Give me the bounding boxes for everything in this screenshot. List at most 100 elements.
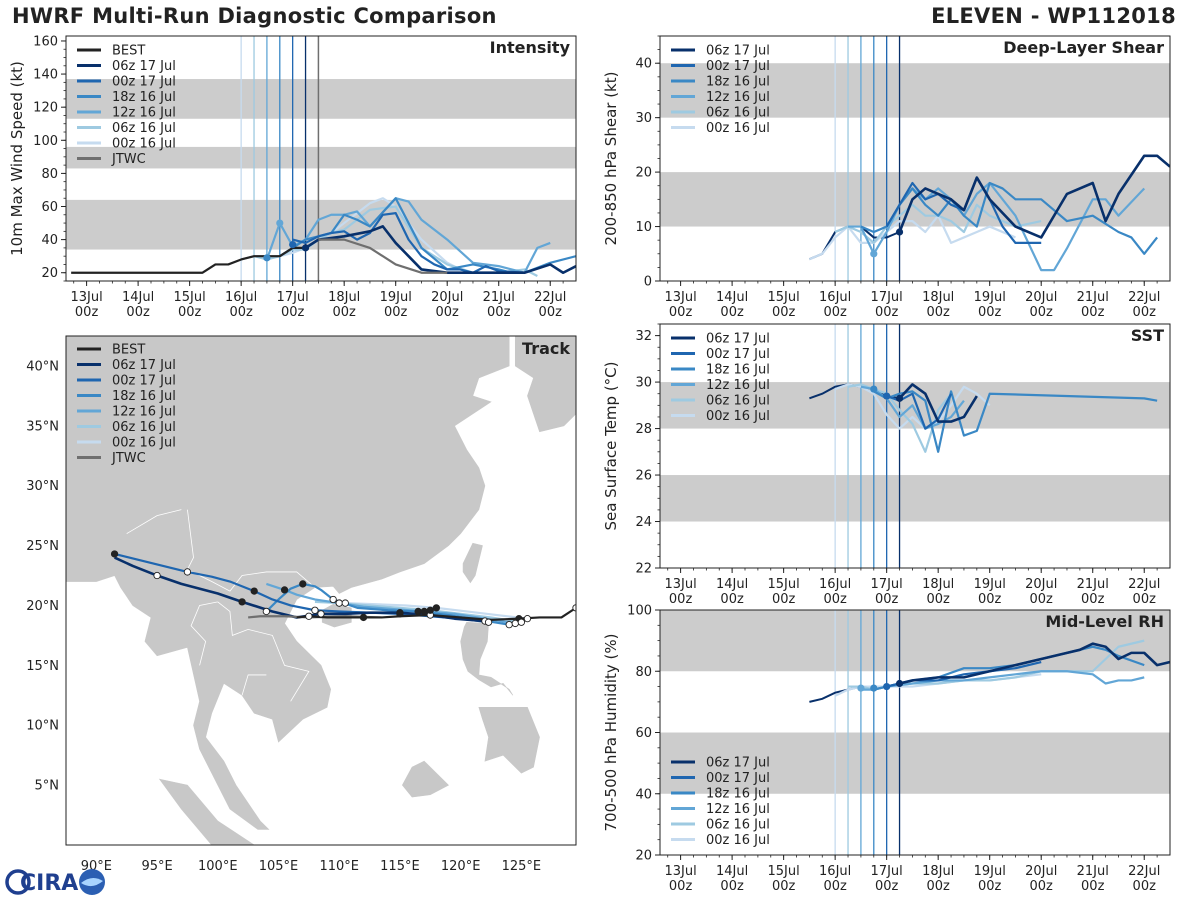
sst-init-marker — [895, 394, 904, 402]
rh-xtick-hour: 00z — [669, 879, 693, 894]
shear-xtick-hour: 00z — [978, 305, 1002, 320]
intensity-ytick-label: 120 — [33, 101, 58, 116]
shear-band — [660, 63, 1170, 118]
track-line — [266, 582, 516, 625]
intensity-legend-label: 12z 16 Jul — [112, 106, 176, 121]
shear-ytick-label: 40 — [635, 57, 652, 72]
intensity-band — [66, 199, 576, 250]
intensity-init-marker — [301, 244, 310, 252]
track-land — [462, 542, 483, 584]
rh-legend-label: 12z 16 Jul — [706, 802, 770, 817]
rh-band — [660, 732, 1170, 794]
shear-xtick-hour: 00z — [1081, 305, 1105, 320]
track-border — [217, 601, 310, 702]
track-day-marker — [317, 610, 325, 618]
track-day-marker — [183, 568, 192, 576]
track-lon-label: 115°E — [380, 859, 420, 874]
sst-xtick-hour: 00z — [978, 592, 1002, 607]
track-frame — [65, 335, 577, 846]
shear-xtick-day: 21Jul — [1077, 290, 1109, 305]
sst-legend-label: 18z 16 Jul — [706, 363, 770, 378]
track-legend-label: BEST — [112, 343, 145, 358]
intensity-ytick-label: 160 — [33, 34, 58, 49]
sst-title: SST — [1131, 326, 1164, 345]
track-land — [514, 336, 576, 433]
rh-legend-label: 06z 16 Jul — [706, 818, 770, 833]
sst-xtick-hour: 00z — [875, 592, 899, 607]
track-legend-label: 12z 16 Jul — [112, 405, 176, 420]
rh-xtick-day: 18Jul — [922, 864, 954, 879]
shear-xtick-day: 17Jul — [871, 290, 903, 305]
sst-xtick-hour: 00z — [772, 592, 796, 607]
track-day-marker — [420, 607, 428, 616]
track-land — [401, 760, 450, 798]
sst-frame — [659, 323, 1171, 569]
sst-ytick-label: 22 — [635, 562, 652, 577]
shear-xtick-hour: 00z — [772, 305, 796, 320]
rh-xtick-hour: 00z — [772, 879, 796, 894]
track-lat-label: 30°N — [26, 479, 59, 494]
shear-legend-label: 18z 16 Jul — [706, 75, 770, 90]
track-legend-label: 00z 16 Jul — [112, 436, 176, 451]
intensity-xtick-day: 15Jul — [174, 290, 206, 305]
intensity-panel: 2040608010012014016013Jul00z14Jul00z15Ju… — [8, 34, 577, 320]
track-border — [190, 601, 218, 666]
storm-title: ELEVEN - WP112018 — [931, 4, 1176, 28]
track-day-marker — [414, 607, 422, 616]
intensity-series-line — [318, 238, 448, 274]
track-lat-label: 35°N — [26, 419, 59, 434]
intensity-xtick-day: 16Jul — [225, 290, 257, 305]
track-land — [66, 336, 510, 830]
shear-xtick-hour: 00z — [823, 305, 847, 320]
rh-ytick-label: 40 — [635, 787, 652, 802]
intensity-xtick-hour: 00z — [384, 305, 408, 320]
track-lat-label: 25°N — [26, 539, 59, 554]
sst-xtick-day: 13Jul — [664, 577, 696, 592]
sst-init-marker — [870, 385, 878, 393]
shear-plot-area — [660, 36, 1170, 281]
sst-series-line — [898, 383, 978, 423]
intensity-xtick-day: 13Jul — [70, 290, 102, 305]
intensity-frame — [65, 35, 577, 282]
rh-ytick-label: 80 — [635, 665, 652, 680]
rh-xtick-day: 19Jul — [974, 864, 1006, 879]
track-legend-label: 00z 17 Jul — [112, 374, 176, 389]
track-day-marker — [153, 571, 161, 580]
intensity-xtick-day: 21Jul — [483, 290, 515, 305]
shear-legend-label: 06z 17 Jul — [706, 44, 770, 59]
intensity-legend-label: 06z 17 Jul — [112, 59, 176, 74]
shear-panel: 01020304013Jul00z14Jul00z15Jul00z16Jul00… — [602, 35, 1171, 320]
track-day-marker — [311, 606, 319, 614]
sst-xtick-day: 17Jul — [871, 577, 903, 592]
intensity-legend-label: 00z 17 Jul — [112, 75, 176, 90]
rh-xtick-day: 13Jul — [664, 864, 696, 879]
rh-xtick-hour: 00z — [1081, 879, 1105, 894]
sst-ylabel: Sea Surface Temp (°C) — [602, 361, 620, 530]
shear-ytick-label: 30 — [635, 111, 652, 126]
intensity-band — [66, 146, 576, 169]
track-lat-label: 40°N — [26, 359, 59, 374]
intensity-xtick-day: 17Jul — [277, 290, 309, 305]
shear-init-marker — [870, 250, 878, 258]
intensity-legend-label: 06z 16 Jul — [112, 121, 176, 136]
rh-title: Mid-Level RH — [1045, 612, 1164, 631]
intensity-ytick-label: 40 — [41, 233, 58, 248]
intensity-xtick-hour: 00z — [75, 305, 99, 320]
track-day-marker — [426, 606, 434, 614]
intensity-xtick-day: 19Jul — [380, 290, 412, 305]
rh-legend-label: 00z 17 Jul — [706, 771, 770, 786]
rh-legend-label: 18z 16 Jul — [706, 787, 770, 802]
track-legend-label: 18z 16 Jul — [112, 389, 176, 404]
track-lat-label: 20°N — [26, 599, 59, 614]
intensity-xtick-hour: 00z — [178, 305, 202, 320]
sst-xtick-day: 19Jul — [974, 577, 1006, 592]
rh-ylabel: 700-500 hPa Humidity (%) — [602, 633, 620, 831]
rh-series-line — [899, 642, 1170, 685]
track-day-marker — [517, 618, 526, 626]
shear-xtick-hour: 00z — [1030, 305, 1054, 320]
sst-xtick-hour: 00z — [1081, 592, 1105, 607]
intensity-xtick-hour: 00z — [281, 305, 305, 320]
shear-legend-label: 06z 16 Jul — [706, 106, 770, 121]
shear-init-marker — [895, 228, 904, 236]
